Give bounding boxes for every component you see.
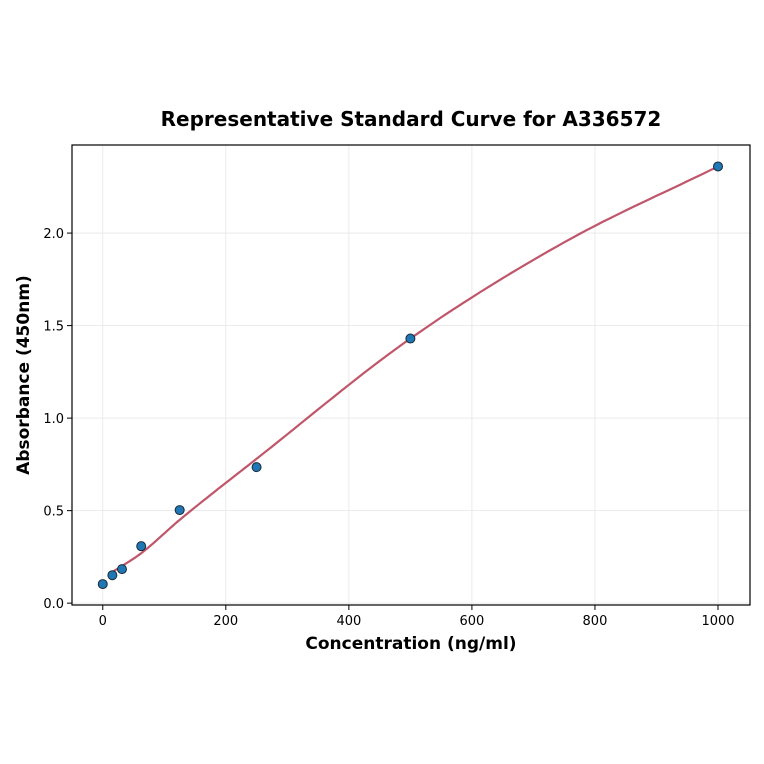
grid: [72, 145, 750, 605]
chart-title: Representative Standard Curve for A33657…: [161, 107, 662, 131]
x-tick-label: 200: [213, 614, 238, 629]
y-tick-label: 0.0: [43, 597, 64, 612]
x-tick-label: 1000: [701, 614, 734, 629]
data-point: [107, 570, 118, 581]
ticks: 0 200 400 600 800 1000 0.0 0.5 1.0 1.5 2.0: [43, 227, 734, 629]
fit-curve: [111, 165, 719, 573]
y-axis-label: Absorbance (450nm): [14, 275, 34, 475]
data-points: [97, 161, 724, 590]
y-tick-label: 1.5: [43, 320, 64, 335]
x-axis-label: Concentration (ng/ml): [305, 634, 516, 654]
data-point: [713, 161, 724, 172]
x-tick-label: 800: [583, 614, 608, 629]
data-point: [174, 505, 185, 516]
x-tick-label: 0: [99, 614, 107, 629]
data-point: [116, 564, 127, 575]
plot-frame: [71, 144, 751, 606]
data-point: [405, 333, 416, 344]
data-point: [251, 462, 262, 473]
fit-curve-layer: [111, 165, 719, 573]
data-point: [136, 541, 147, 552]
y-tick-label: 2.0: [43, 227, 64, 242]
x-tick-label: 400: [336, 614, 361, 629]
y-tick-label: 0.5: [43, 505, 64, 520]
y-tick-label: 1.0: [43, 412, 64, 427]
data-point: [97, 579, 108, 590]
x-tick-label: 600: [459, 614, 484, 629]
